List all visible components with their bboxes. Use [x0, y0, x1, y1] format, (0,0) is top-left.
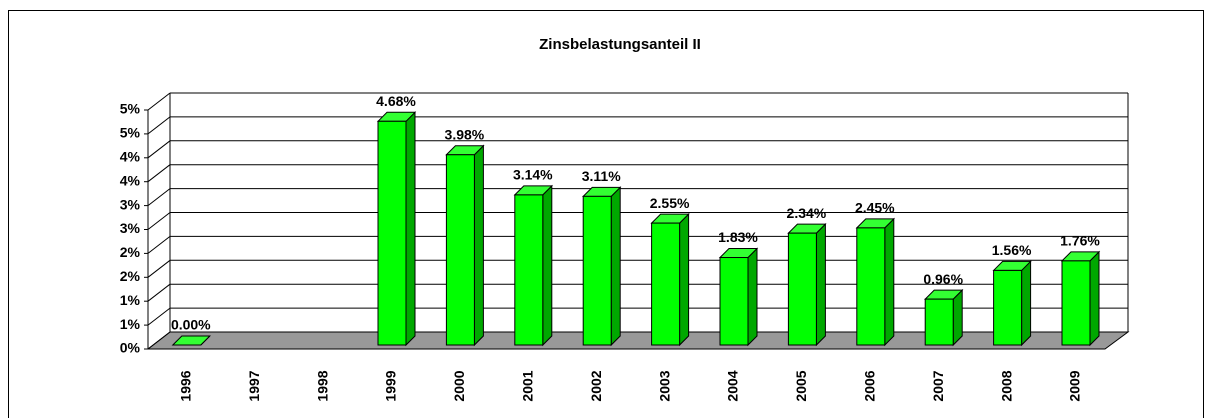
y-tick-label: 4% — [120, 149, 141, 165]
x-tick-label: 1998 — [314, 370, 330, 401]
bar-side — [747, 247, 758, 347]
data-label: 2.55% — [650, 195, 690, 211]
bar — [445, 154, 475, 346]
chart-title: Zinsbelastungsanteil II — [539, 36, 701, 53]
grid-line — [147, 140, 171, 159]
x-tick-label: 1996 — [178, 370, 194, 401]
bar-group — [992, 260, 1032, 347]
x-tick-label: 2002 — [588, 370, 604, 401]
bar-top — [171, 335, 212, 346]
grid-line — [147, 236, 171, 254]
bar-group — [376, 111, 417, 347]
x-tick-label: 2008 — [998, 370, 1014, 401]
bar — [856, 227, 886, 346]
y-tick-label: 4% — [120, 172, 141, 188]
bar-side — [542, 184, 553, 347]
data-label: 1.83% — [718, 229, 758, 245]
data-label: 1.76% — [1060, 233, 1100, 249]
bar — [787, 232, 817, 346]
bar — [514, 194, 544, 346]
x-tick-label: 2001 — [520, 370, 536, 401]
bar-side — [405, 111, 416, 347]
y-tick-label: 1% — [120, 292, 141, 308]
grid-line — [147, 92, 171, 111]
bar-side — [815, 222, 826, 347]
x-tick-label: 2007 — [930, 370, 946, 401]
y-tick-label: 3% — [120, 196, 141, 212]
x-tick-label: 2003 — [656, 370, 672, 401]
data-label: 1.56% — [992, 242, 1032, 258]
data-label: 2.45% — [855, 200, 895, 216]
bar-group — [171, 335, 212, 346]
grid-line — [147, 212, 171, 230]
bar — [1061, 260, 1091, 346]
bar-side — [1021, 260, 1032, 347]
x-tick-label: 1999 — [383, 370, 399, 401]
bar — [993, 269, 1023, 346]
x-tick-label: 2009 — [1067, 370, 1083, 401]
grid-line — [147, 307, 171, 326]
grid-line — [147, 188, 171, 206]
x-tick-label: 2004 — [725, 370, 741, 401]
data-label: 0.96% — [923, 271, 963, 287]
bar-side — [679, 212, 690, 347]
bar-group — [581, 186, 622, 347]
data-label: 3.98% — [445, 126, 485, 142]
bar-side — [1089, 250, 1100, 347]
bar — [582, 195, 612, 346]
grid-line — [147, 283, 171, 302]
y-tick-label: 5% — [120, 101, 141, 117]
bar-side — [610, 186, 621, 347]
data-label: 2.34% — [787, 205, 827, 221]
data-label: 0.00% — [171, 317, 211, 333]
y-tick-label: 2% — [120, 244, 141, 260]
bar — [924, 298, 954, 346]
y-tick-label: 1% — [120, 316, 141, 332]
y-tick-label: 5% — [120, 125, 141, 141]
grid-line — [147, 116, 171, 135]
y-tick-label: 0% — [120, 340, 141, 356]
bar-group — [923, 288, 964, 347]
bar — [651, 222, 681, 346]
data-label: 3.11% — [582, 168, 621, 184]
bar-group — [650, 212, 690, 347]
x-tick-label: 2006 — [862, 370, 878, 401]
x-tick-label: 2005 — [793, 370, 809, 401]
bar-side — [473, 144, 484, 347]
grid-line — [147, 331, 171, 350]
grid-line — [147, 259, 171, 278]
data-label: 3.14% — [513, 167, 553, 183]
bar-side — [884, 217, 895, 347]
bar-group — [1060, 250, 1101, 347]
bar-group — [855, 217, 896, 347]
data-label: 4.68% — [376, 93, 416, 109]
floor — [146, 331, 1130, 350]
bar — [719, 257, 749, 346]
bar-group — [445, 144, 485, 347]
y-tick-label: 3% — [120, 220, 141, 236]
bar-group — [718, 247, 759, 347]
x-tick-label: 1997 — [246, 370, 262, 401]
bar-group — [787, 222, 827, 347]
x-tick-label: 2000 — [451, 370, 467, 401]
y-tick-label: 2% — [120, 268, 141, 284]
bar-group — [513, 184, 554, 347]
grid-line — [147, 164, 171, 183]
bar — [377, 120, 407, 346]
